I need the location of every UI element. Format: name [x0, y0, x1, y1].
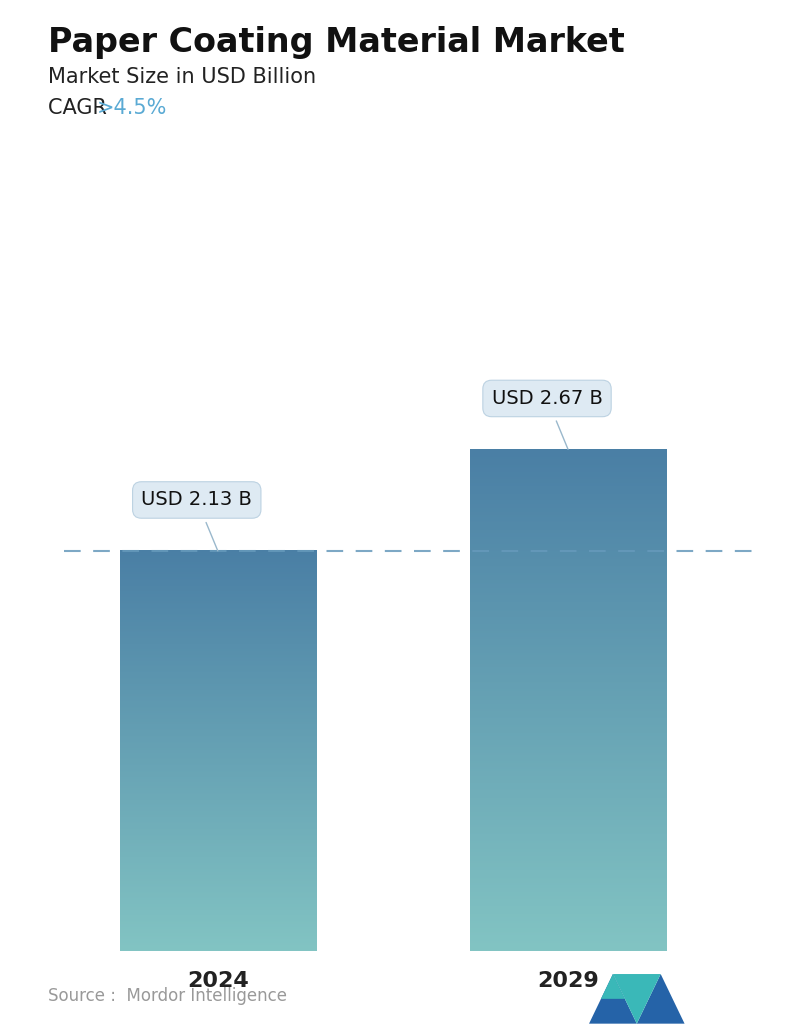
Text: Source :  Mordor Intelligence: Source : Mordor Intelligence: [48, 987, 287, 1005]
Polygon shape: [613, 974, 661, 1024]
Polygon shape: [601, 974, 625, 999]
Polygon shape: [589, 974, 637, 1024]
Text: CAGR: CAGR: [48, 98, 113, 118]
Text: Market Size in USD Billion: Market Size in USD Billion: [48, 67, 316, 87]
Text: Paper Coating Material Market: Paper Coating Material Market: [48, 26, 625, 59]
Text: USD 2.67 B: USD 2.67 B: [492, 389, 603, 450]
Polygon shape: [637, 974, 685, 1024]
Text: >4.5%: >4.5%: [96, 98, 166, 118]
Text: USD 2.13 B: USD 2.13 B: [142, 490, 252, 551]
